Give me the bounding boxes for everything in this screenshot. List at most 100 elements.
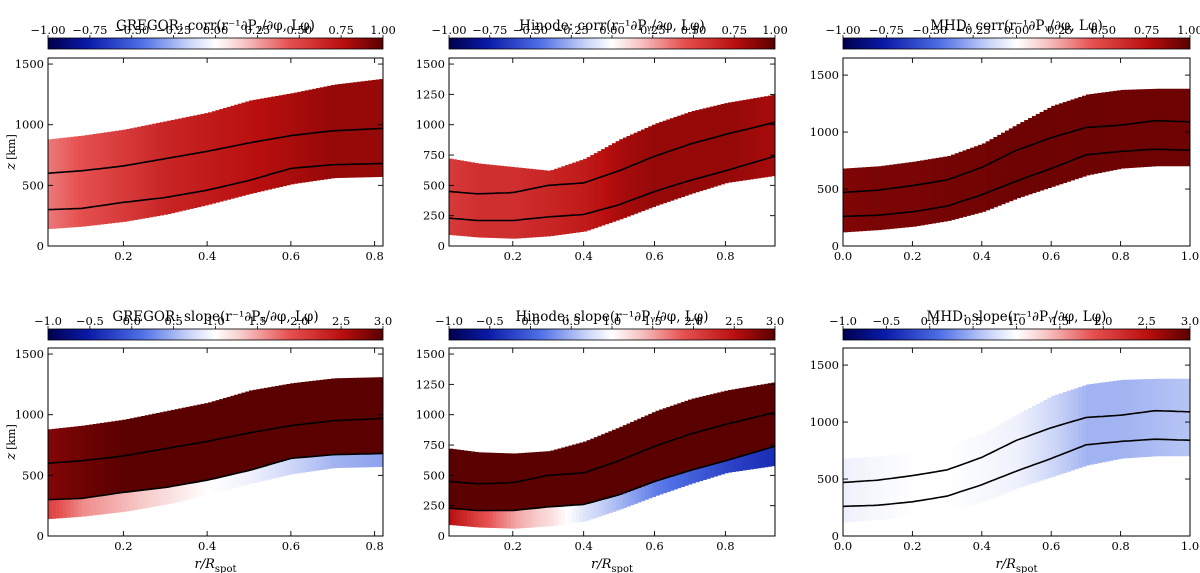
colorbar-tick-label: 3.0 (766, 314, 784, 328)
heatmap-cell (155, 122, 161, 217)
heatmap-cell (615, 428, 620, 497)
heatmap-cell (100, 422, 105, 497)
colorbar-tick-label: 0.00 (1004, 23, 1030, 37)
heatmap-cell (327, 378, 332, 456)
heatmap-cell (182, 484, 187, 501)
y-tick-label: 0 (37, 529, 44, 543)
heatmap-cell (557, 506, 562, 526)
heatmap-cell (881, 455, 887, 520)
heatmap-cell (286, 459, 291, 476)
heatmap-cell (345, 378, 351, 455)
colorbar-tick-label: −1.0 (34, 314, 62, 328)
heatmap-cell (1120, 379, 1126, 459)
heatmap-cell (846, 168, 852, 233)
colorbar-tick-label: 0.25 (640, 23, 666, 37)
heatmap-cell (163, 411, 168, 489)
heatmap-cell (525, 452, 530, 510)
heatmap-cell (669, 476, 675, 491)
colorbar-tick-label: 0.5 (562, 314, 580, 328)
heatmap-cell (869, 456, 875, 521)
heatmap-cell (939, 447, 944, 513)
heatmap-cell (456, 508, 461, 526)
heatmap-cell (260, 467, 265, 482)
heatmap-cell (327, 85, 332, 179)
heatmap-cell (640, 486, 646, 502)
heatmap-cell (1116, 380, 1122, 460)
heatmap-cell (48, 429, 53, 501)
heatmap-cell (593, 437, 599, 503)
colorbar-tick-label: −0.50 (513, 23, 548, 37)
heatmap-cell (178, 118, 183, 212)
colorbar-tick-label: −0.5 (476, 314, 504, 328)
heatmap-cell (727, 102, 733, 183)
heatmap-cell (267, 387, 272, 466)
heatmap-cell (749, 453, 754, 470)
x-tick-label: 0.2 (504, 249, 522, 263)
y-tick-label: 0 (37, 239, 44, 253)
heatmap-cell (353, 454, 358, 468)
heatmap-cell (267, 465, 272, 480)
heatmap-cell (735, 457, 740, 472)
heatmap-cell (521, 168, 526, 239)
heatmap-cell (684, 113, 689, 196)
heatmap-cell (342, 454, 347, 468)
heatmap-cell (470, 162, 475, 237)
heatmap-cell (673, 116, 678, 200)
heatmap-cell (1035, 113, 1041, 192)
heatmap-cell (115, 130, 120, 223)
heatmap-cell (543, 507, 548, 527)
heatmap-cell (662, 408, 667, 480)
x-tick-label: 0.8 (365, 249, 383, 263)
heatmap-cell (141, 125, 146, 219)
heatmap-cell (572, 444, 577, 506)
heatmap-cell (1093, 383, 1099, 464)
heatmap-cell (854, 457, 860, 522)
x-tick-label: 0.2 (114, 249, 132, 263)
heatmap-cell (612, 496, 617, 512)
heatmap-band (449, 382, 775, 529)
heatmap-cell (572, 505, 577, 524)
heatmap-cell (312, 88, 317, 182)
heatmap-cell (66, 498, 71, 518)
colorbar-tick-label: 0.0 (123, 314, 141, 328)
heatmap-cell (92, 424, 97, 498)
heatmap-cell (1166, 378, 1172, 457)
heatmap-cell (931, 158, 937, 224)
heatmap-cell (85, 425, 90, 499)
heatmap-cell (1159, 88, 1164, 167)
heatmap-cell (174, 409, 179, 487)
heatmap-cell (633, 132, 638, 214)
heatmap-cell (554, 168, 559, 236)
heatmap-cell (245, 391, 250, 472)
heatmap-cell (1074, 388, 1079, 470)
heatmap-cell (275, 462, 280, 478)
heatmap-cell (488, 452, 494, 512)
heatmap-cell (943, 156, 948, 222)
colorbar-tick-label: 0.25 (1047, 23, 1073, 37)
heatmap-cell (323, 379, 328, 457)
heatmap-cell (601, 434, 606, 501)
heatmap-cell (720, 104, 725, 185)
heatmap-cell (74, 426, 79, 500)
colorbar-tick-label: 2.0 (1094, 314, 1112, 328)
heatmap-cell (115, 493, 120, 513)
heatmap-cell (702, 108, 707, 190)
heatmap-cell (252, 99, 258, 193)
x-tick-label: 0.6 (645, 539, 663, 553)
heatmap-cell (604, 147, 609, 225)
heatmap-cell (330, 85, 336, 179)
heatmap-cell (364, 453, 369, 468)
y-tick-label: 1000 (810, 125, 839, 139)
x-tick-label: 0.0 (834, 249, 852, 263)
heatmap-cell (666, 119, 671, 202)
heatmap-cell (323, 86, 328, 180)
heatmap-cell (532, 169, 537, 238)
colorbar-tick-label: −0.75 (72, 23, 107, 37)
heatmap-cell (234, 394, 239, 475)
heatmap-cell (583, 504, 588, 522)
axes-frame (842, 347, 1191, 537)
heatmap-cell (208, 112, 213, 205)
heatmap-cell (981, 143, 987, 212)
heatmap-cell (126, 492, 131, 512)
colorbar-tick-label: 1.00 (1177, 23, 1200, 37)
